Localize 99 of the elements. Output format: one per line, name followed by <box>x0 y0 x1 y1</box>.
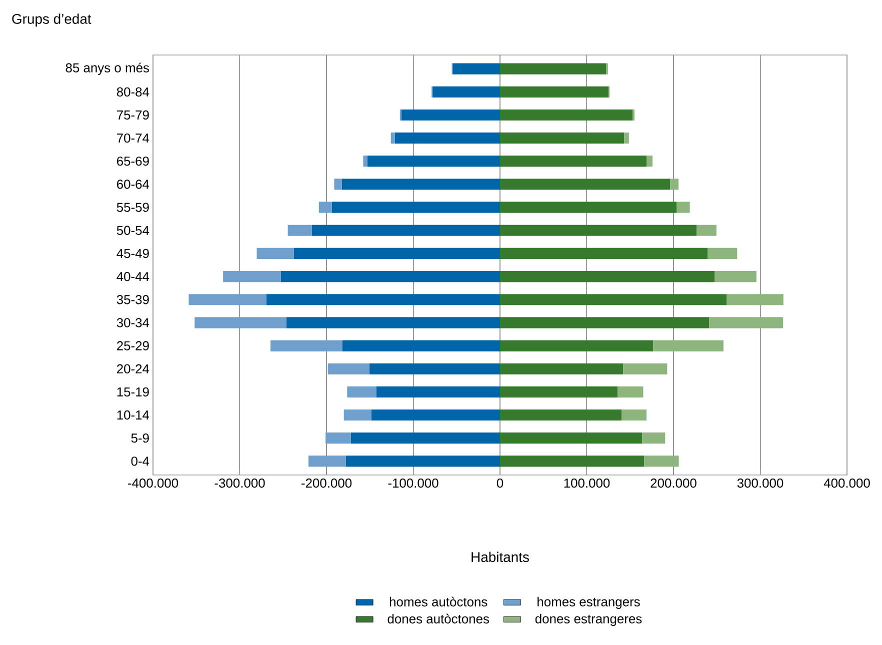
bar <box>390 132 395 144</box>
y-tick-label: 40-44 <box>116 272 150 282</box>
bar <box>402 109 500 121</box>
bar <box>500 363 624 374</box>
legend-label: homes estrangers <box>538 596 640 609</box>
bar <box>328 363 370 374</box>
y-tick-label: 70-74 <box>117 133 150 143</box>
bar <box>642 432 666 444</box>
y-tick-label: 25-29 <box>117 341 149 350</box>
bar <box>188 294 266 306</box>
bar <box>708 248 738 260</box>
bar <box>500 63 606 74</box>
y-tick-label: 75-79 <box>117 110 149 120</box>
legend-label: dones autòctones <box>388 614 490 624</box>
x-tick-label: -400.000 <box>128 478 178 488</box>
bar <box>350 432 500 444</box>
bar <box>500 132 624 144</box>
y-tick-label: 20-24 <box>117 364 150 374</box>
x-axis-title: Habitants <box>472 552 529 562</box>
y-tick-label: 80-84 <box>116 87 150 97</box>
legend-label: homes autòctons <box>390 596 488 606</box>
bar <box>312 224 500 236</box>
bar <box>676 202 690 213</box>
bar <box>363 156 368 167</box>
bar <box>500 456 644 467</box>
bar <box>318 202 332 213</box>
bar <box>714 271 756 282</box>
bar <box>624 132 629 144</box>
bar <box>376 386 500 398</box>
bar <box>696 224 716 236</box>
bar <box>500 248 708 260</box>
x-tick-label: 300.000 <box>737 478 784 488</box>
bar <box>344 409 372 421</box>
bar <box>372 409 500 421</box>
y-tick-label: 5-9 <box>131 433 149 443</box>
bar <box>368 156 500 167</box>
y-tick-label: 85 anys o més <box>66 62 149 75</box>
bar <box>266 294 500 306</box>
bar <box>622 409 647 421</box>
bar <box>500 178 670 190</box>
y-tick-label: 0-4 <box>131 456 150 466</box>
bar <box>500 432 642 444</box>
bar <box>500 86 609 98</box>
bar <box>394 132 500 144</box>
bar <box>644 456 679 467</box>
bar <box>500 156 647 167</box>
y-tick-label: 55-59 <box>116 202 149 212</box>
y-tick-label: 65-69 <box>117 156 149 166</box>
bar <box>452 63 500 74</box>
bar <box>432 86 500 98</box>
bar <box>346 456 500 467</box>
bar <box>623 363 668 374</box>
bar <box>500 224 696 236</box>
bar <box>280 271 500 282</box>
bar <box>256 248 294 260</box>
bar <box>326 432 351 444</box>
bar <box>334 178 342 190</box>
bar <box>370 363 500 374</box>
y-axis-title: Grups d’edat <box>12 14 92 27</box>
y-tick-label: 35-39 <box>116 295 149 304</box>
bar <box>308 456 346 467</box>
bar <box>646 156 653 167</box>
y-tick-label: 30-34 <box>116 318 150 328</box>
bar <box>332 202 500 213</box>
x-tick-label: 200.000 <box>650 478 696 488</box>
bar <box>726 294 784 306</box>
bar <box>653 340 724 352</box>
bar <box>500 294 727 306</box>
y-tick-label: 45-49 <box>116 248 149 258</box>
y-tick-label: 15-19 <box>117 387 149 397</box>
bar <box>342 340 500 352</box>
bar <box>500 409 622 421</box>
bar <box>270 340 342 352</box>
bar <box>288 224 312 236</box>
bar <box>500 271 715 282</box>
bar <box>618 386 644 398</box>
bar <box>347 386 376 398</box>
x-tick-label: 400.000 <box>824 478 870 488</box>
x-tick-label: 0 <box>496 478 504 488</box>
y-tick-label: 50-54 <box>116 226 150 235</box>
y-tick-label: 10-14 <box>117 410 150 420</box>
x-tick-label: -100.000 <box>388 478 438 488</box>
bar <box>500 340 654 352</box>
legend-label: dones estrangeres <box>535 614 642 626</box>
bar <box>194 317 286 328</box>
x-tick-label: -300.000 <box>214 478 265 488</box>
x-tick-label: -200.000 <box>302 478 352 488</box>
bar <box>223 271 281 282</box>
bar <box>709 317 784 328</box>
bar <box>500 202 677 213</box>
bar <box>500 317 710 328</box>
bar <box>342 178 500 190</box>
bar <box>670 178 679 190</box>
bar <box>500 109 633 121</box>
x-tick-label: 100.000 <box>564 478 610 488</box>
bar <box>294 248 500 260</box>
bar <box>500 386 618 398</box>
bar <box>286 317 500 328</box>
y-tick-label: 60-64 <box>117 180 150 189</box>
